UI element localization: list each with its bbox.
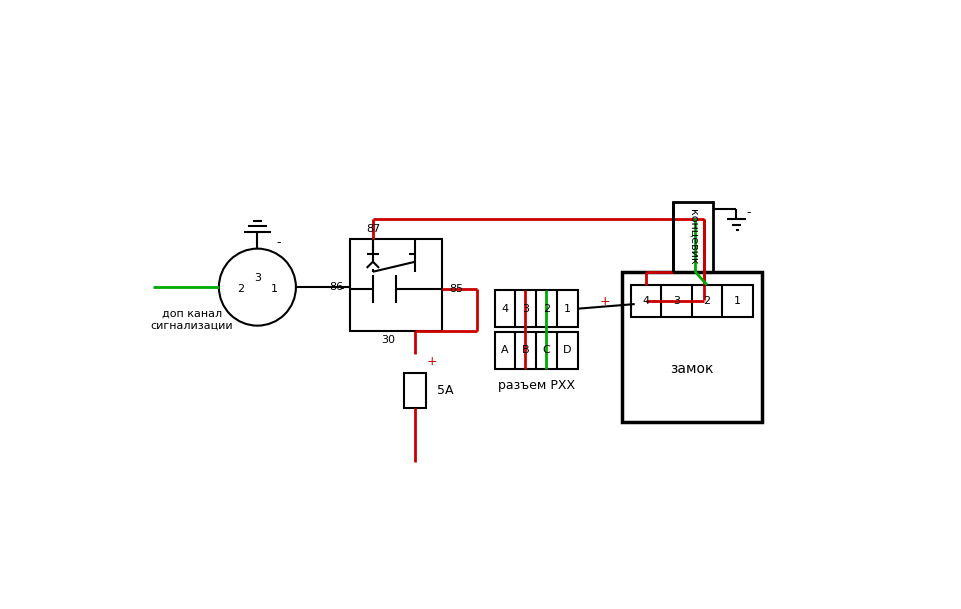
Text: 2: 2 — [702, 296, 710, 306]
Text: 1: 1 — [563, 304, 570, 314]
Text: 1: 1 — [733, 296, 740, 306]
Text: 2: 2 — [542, 304, 550, 314]
Text: 4: 4 — [501, 304, 508, 314]
Text: концевик: концевик — [687, 209, 698, 265]
Bar — [630, 285, 752, 317]
Text: 4: 4 — [642, 296, 649, 306]
Bar — [494, 332, 578, 369]
Bar — [621, 272, 761, 422]
Bar — [494, 290, 578, 327]
Bar — [404, 373, 426, 408]
Bar — [350, 239, 442, 331]
Text: +: + — [427, 355, 437, 368]
Text: D: D — [562, 345, 571, 355]
Text: 3: 3 — [522, 304, 529, 314]
Text: -: - — [746, 206, 751, 219]
Text: замок: замок — [669, 362, 713, 376]
Text: 87: 87 — [365, 224, 380, 234]
Text: C: C — [542, 345, 550, 355]
Text: B: B — [522, 345, 529, 355]
Bar — [673, 202, 712, 272]
Text: доп канал
сигнализации: доп канал сигнализации — [151, 309, 233, 330]
Text: 30: 30 — [381, 336, 395, 345]
Text: -: - — [339, 282, 343, 295]
Text: 3: 3 — [673, 296, 679, 306]
Text: 86: 86 — [329, 282, 343, 292]
Text: 2: 2 — [236, 284, 244, 294]
Text: -: - — [277, 236, 281, 249]
Text: 5A: 5A — [436, 384, 453, 397]
Text: разъем РХХ: разъем РХХ — [497, 379, 574, 392]
Text: 85: 85 — [449, 284, 462, 294]
Text: 3: 3 — [254, 273, 260, 283]
Text: +: + — [599, 295, 609, 308]
Text: A: A — [501, 345, 508, 355]
Text: 1: 1 — [271, 284, 278, 294]
